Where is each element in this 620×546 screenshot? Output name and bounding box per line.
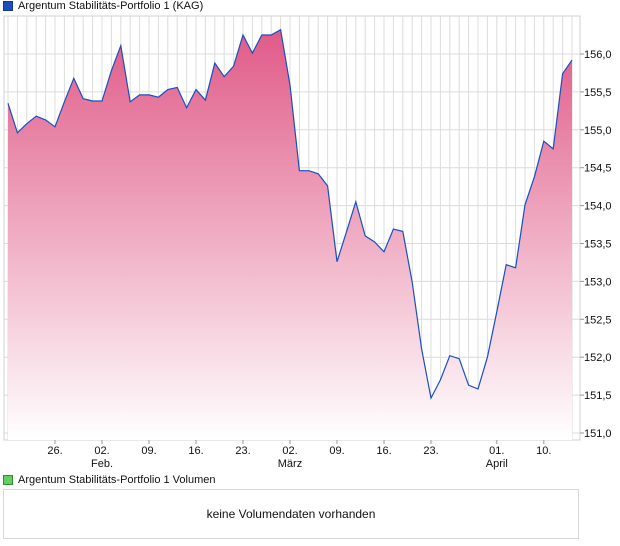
price-area (8, 29, 572, 440)
y-tick-label: 152,0 (584, 352, 612, 364)
price-legend-swatch (3, 1, 13, 11)
y-tick-label: 155,5 (584, 87, 612, 99)
x-tick-label: 23. (235, 445, 250, 457)
price-line (7, 28, 573, 400)
x-tick-label: 23. (423, 445, 438, 457)
price-legend-label: Argentum Stabilitäts-Portfolio 1 (KAG) (18, 0, 204, 12)
x-tick-label: 01. (489, 445, 504, 457)
volume-legend-label: Argentum Stabilitäts-Portfolio 1 Volumen (18, 474, 216, 486)
y-tick-label: 151,5 (584, 390, 612, 402)
no-volume-message: keine Volumendaten vorhanden (206, 507, 376, 521)
x-tick-label: 09. (329, 445, 344, 457)
y-tick-label: 154,5 (584, 163, 612, 175)
x-tick-label: 16. (376, 445, 391, 457)
y-tick-label: 151,0 (584, 428, 612, 440)
y-tick-label: 153,0 (584, 276, 612, 288)
x-tick-month-label: März (278, 458, 302, 470)
x-tick-label: 09. (141, 445, 156, 457)
volume-chart: keine Volumendaten vorhanden (3, 489, 579, 539)
x-tick-label: 02. (282, 445, 297, 457)
price-chart: 151,0 151,5 152,0 152,5 153,0 153,5 154,0 154,5… (3, 15, 612, 470)
x-tick-label: 16. (188, 445, 203, 457)
volume-legend-swatch (3, 475, 13, 485)
y-tick-label: 153,5 (584, 239, 612, 251)
y-tick-label: 156,0 (584, 49, 612, 61)
x-tick-month-label: April (486, 458, 508, 470)
x-tick-label: 02. (94, 445, 109, 457)
volume-legend: Argentum Stabilitäts-Portfolio 1 Volumen (3, 474, 216, 486)
x-tick-label: 10. (536, 445, 551, 457)
y-tick-label: 154,0 (584, 201, 612, 213)
x-tick-label: 26. (47, 445, 62, 457)
x-tick-month-label: Feb. (91, 458, 113, 470)
y-tick-label: 152,5 (584, 314, 612, 326)
y-tick-label: 155,0 (584, 125, 612, 137)
price-legend: Argentum Stabilitäts-Portfolio 1 (KAG) (3, 0, 203, 12)
